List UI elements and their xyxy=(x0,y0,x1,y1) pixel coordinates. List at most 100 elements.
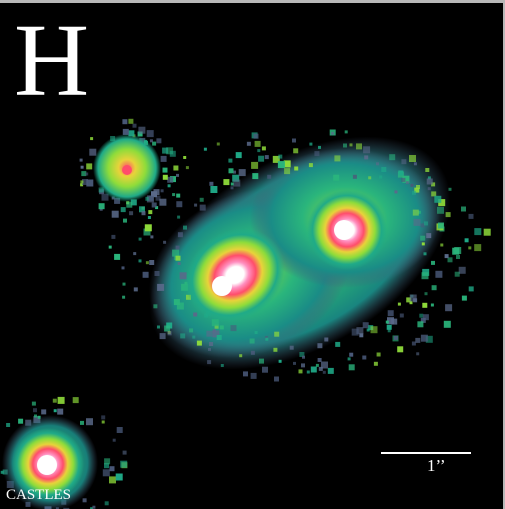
noise-speckle xyxy=(123,218,127,223)
noise-speckle xyxy=(147,216,151,219)
noise-speckle xyxy=(149,260,155,265)
noise-speckle xyxy=(420,223,425,228)
noise-speckle xyxy=(454,271,460,277)
noise-speckle xyxy=(448,187,452,191)
noise-speckle xyxy=(177,232,183,238)
noise-speckle xyxy=(401,177,406,182)
noise-speckle xyxy=(397,302,401,306)
noise-speckle xyxy=(413,218,421,226)
noise-speckle xyxy=(53,409,57,413)
noise-speckle xyxy=(435,270,443,278)
noise-speckle xyxy=(148,195,154,201)
noise-speckle xyxy=(183,225,187,230)
noise-speckle xyxy=(86,179,94,187)
noise-speckle xyxy=(80,180,84,184)
noise-speckle xyxy=(310,366,317,373)
noise-speckle xyxy=(128,118,134,124)
noise-speckle xyxy=(411,341,416,346)
noise-speckle xyxy=(80,165,84,169)
noise-speckle xyxy=(176,201,183,208)
noise-speckle xyxy=(399,313,404,318)
noise-speckle xyxy=(327,367,334,374)
noise-speckle xyxy=(427,176,431,180)
noise-speckle xyxy=(92,505,96,509)
noise-speckle xyxy=(447,257,453,263)
noise-speckle xyxy=(306,370,310,374)
filter-label: H xyxy=(14,3,90,118)
noise-speckle xyxy=(220,364,224,367)
noise-speckle xyxy=(126,201,133,208)
noise-speckle xyxy=(79,158,83,162)
noise-speckle xyxy=(362,355,367,360)
noise-speckle xyxy=(72,397,79,404)
noise-speckle xyxy=(112,438,116,442)
noise-speckle xyxy=(420,334,428,342)
noise-speckle xyxy=(199,197,204,202)
noise-speckle xyxy=(386,324,392,330)
noise-speckle xyxy=(164,325,171,332)
noise-speckle xyxy=(141,211,146,216)
noise-speckle xyxy=(387,329,391,333)
noise-speckle xyxy=(283,160,291,168)
noise-speckle xyxy=(18,418,24,424)
noise-speckle xyxy=(114,197,121,204)
noise-speckle xyxy=(324,337,329,342)
noise-speckle xyxy=(405,181,409,185)
noise-speckle xyxy=(230,325,237,332)
noise-speckle xyxy=(145,261,149,265)
noise-speckle xyxy=(169,150,176,157)
noise-speckle xyxy=(461,295,467,301)
noise-speckle xyxy=(412,209,419,216)
noise-speckle xyxy=(233,170,236,174)
noise-speckle xyxy=(157,283,165,291)
noise-speckle xyxy=(431,285,437,291)
noise-speckle xyxy=(85,172,89,176)
noise-speckle xyxy=(189,328,194,333)
noise-speckle xyxy=(254,331,258,334)
noise-speckle xyxy=(250,350,255,355)
noise-speckle xyxy=(108,245,112,249)
noise-speckle xyxy=(293,148,299,154)
noise-speckle xyxy=(359,333,364,338)
noise-speckle xyxy=(153,189,160,196)
noise-speckle xyxy=(468,246,472,250)
noise-speckle xyxy=(160,155,167,162)
noise-speckle xyxy=(368,176,372,180)
noise-speckle xyxy=(116,427,123,433)
noise-speckle xyxy=(33,408,37,413)
noise-speckle xyxy=(468,286,474,292)
noise-speckle xyxy=(363,146,371,154)
noise-speckle xyxy=(424,292,428,296)
noise-speckle xyxy=(233,179,241,187)
noise-speckle xyxy=(216,335,222,340)
noise-speckle xyxy=(294,166,299,171)
noise-speckle xyxy=(129,211,134,216)
noise-speckle xyxy=(63,507,70,509)
noise-speckle xyxy=(145,196,150,201)
noise-speckle xyxy=(364,155,369,160)
noise-speckle xyxy=(172,193,176,197)
noise-speckle xyxy=(162,147,169,154)
noise-speckle xyxy=(101,193,109,201)
noise-speckle xyxy=(246,141,251,146)
noise-speckle xyxy=(192,335,196,339)
noise-speckle xyxy=(422,302,428,308)
noise-speckle xyxy=(334,155,341,162)
noise-speckle xyxy=(212,330,220,338)
scale-bar xyxy=(381,452,471,454)
noise-speckle xyxy=(409,294,417,302)
noise-speckle xyxy=(122,128,129,135)
noise-speckle xyxy=(209,181,214,186)
noise-speckle xyxy=(483,228,491,236)
noise-speckle xyxy=(452,247,460,255)
noise-speckle xyxy=(406,297,412,303)
noise-speckle xyxy=(98,203,105,210)
noise-speckle xyxy=(80,183,84,187)
noise-speckle xyxy=(421,272,429,280)
noise-speckle xyxy=(206,330,213,337)
noise-speckle xyxy=(464,238,469,243)
noise-speckle xyxy=(211,319,219,327)
noise-speckle xyxy=(57,408,64,415)
noise-speckle xyxy=(167,176,174,183)
noise-speckle xyxy=(104,458,111,465)
